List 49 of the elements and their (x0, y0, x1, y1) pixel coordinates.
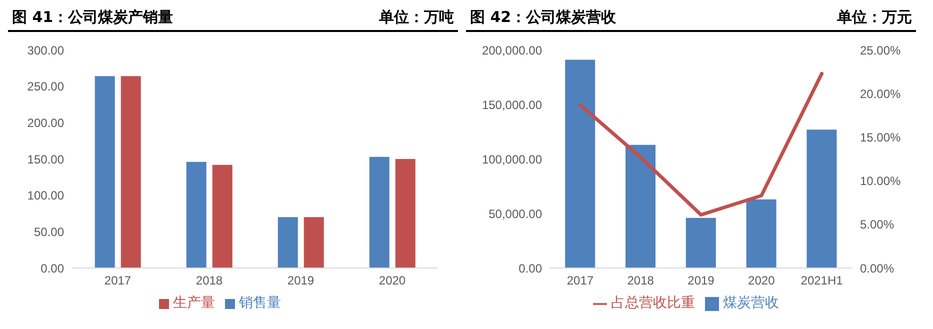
y2-tick-label: 15.00% (860, 130, 902, 144)
bar (626, 144, 656, 268)
bar (746, 199, 776, 268)
y-tick-label: 300.00 (27, 43, 64, 58)
y2-tick-label: 10.00% (860, 174, 902, 188)
legend-label: 销售量 (239, 296, 281, 311)
y-tick-label: 200.00 (27, 116, 64, 130)
chart-title: 图 42：公司煤炭营收 (470, 8, 616, 27)
y-tick-label: 250.00 (27, 80, 64, 94)
bar (304, 217, 324, 268)
bar (278, 217, 298, 268)
chart-subtitle: 单位：万元 (837, 8, 912, 27)
bar (686, 218, 716, 268)
y-tick-label: 0.00 (40, 261, 64, 276)
legend-label: 煤炭营收 (723, 296, 779, 311)
y-tick-label: 150,000.00 (482, 98, 542, 112)
x-tick-label: 2020 (378, 274, 406, 288)
x-tick-label: 2019 (287, 274, 314, 288)
bar (565, 60, 596, 268)
y-tick-label: 100,000.00 (482, 152, 542, 166)
x-tick-label: 2017 (566, 274, 594, 288)
y2-tick-label: 5.00% (860, 218, 894, 232)
y-tick-label: 0.00 (518, 261, 542, 276)
y-tick-label: 50,000.00 (488, 206, 542, 221)
bar (806, 130, 837, 268)
y2-tick-label: 20.00% (860, 86, 902, 101)
y-tick-label: 150.00 (27, 152, 64, 166)
chart-subtitle: 单位：万吨 (379, 8, 454, 27)
bar (212, 164, 232, 268)
x-tick-label: 2018 (627, 274, 654, 288)
bar (120, 76, 141, 268)
x-tick-label: 2017 (104, 274, 132, 288)
x-tick-label: 2018 (196, 274, 223, 288)
x-tick-label: 2020 (748, 274, 776, 288)
y2-tick-label: 25.00% (860, 43, 902, 58)
bar (94, 76, 115, 268)
x-tick-label: 2021H1 (800, 274, 844, 288)
line-series (578, 72, 824, 217)
chart-title: 图 41：公司煤炭产销量 (12, 8, 174, 27)
x-tick-label: 2019 (688, 274, 715, 288)
bar (395, 159, 416, 268)
bar (186, 162, 206, 268)
legend-label: 占总营收比重 (611, 296, 695, 311)
bar (369, 156, 390, 268)
y-tick-label: 200,000.00 (482, 43, 542, 58)
y-tick-label: 50.00 (34, 224, 64, 239)
legend-label: 生产量 (173, 296, 215, 311)
y2-tick-label: 0.00% (860, 261, 894, 276)
y-tick-label: 100.00 (27, 188, 64, 203)
